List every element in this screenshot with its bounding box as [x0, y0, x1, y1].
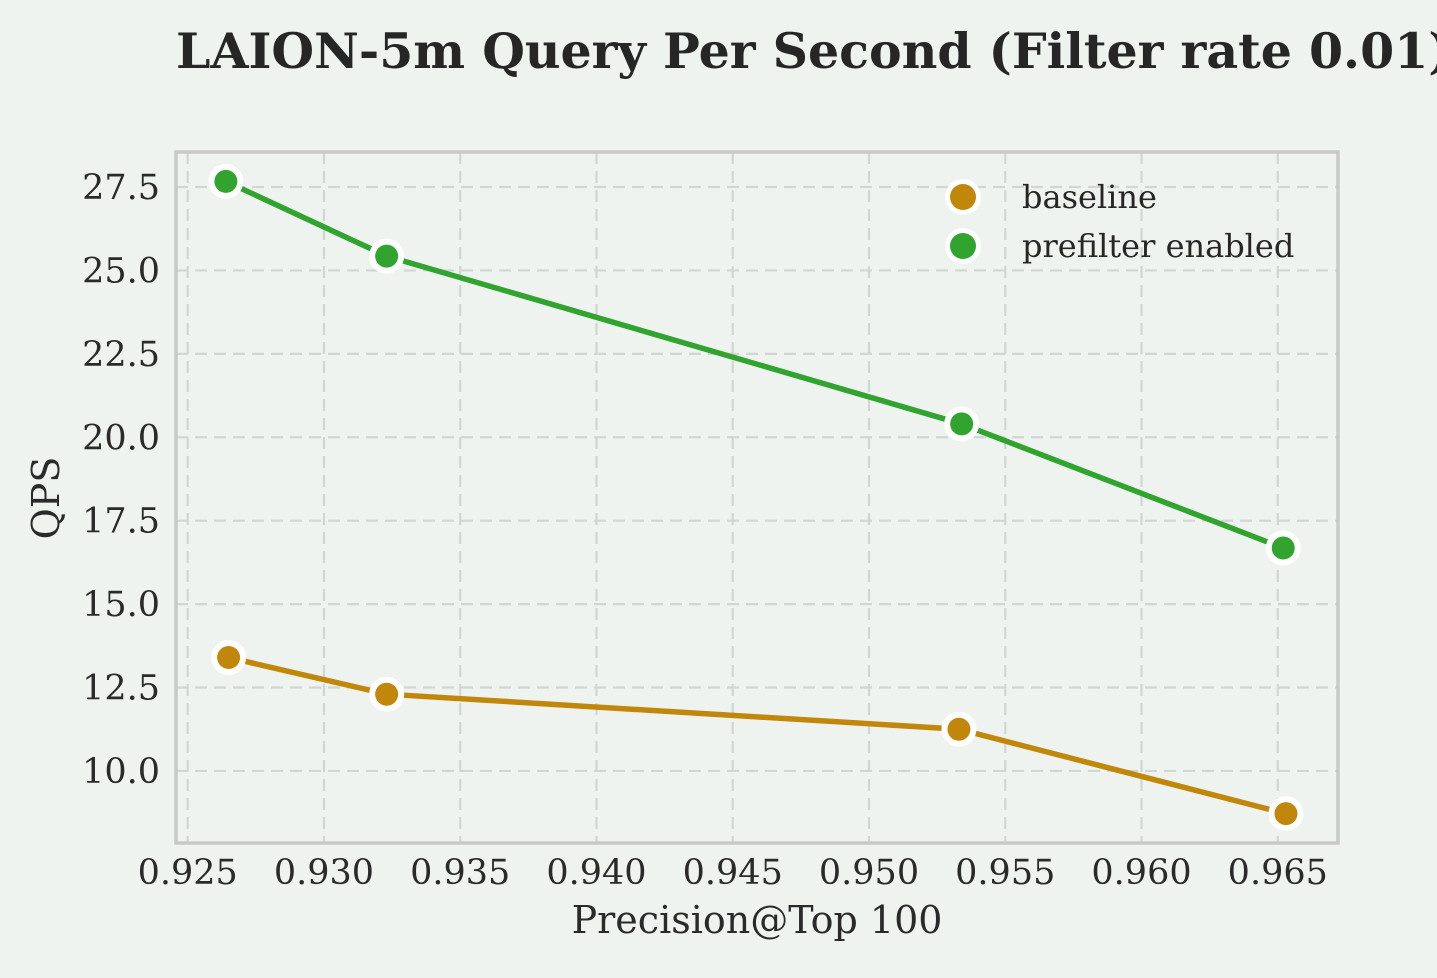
y-tick-label: 20.0 [82, 418, 160, 458]
y-tick-label: 12.5 [82, 669, 160, 709]
data-point-baseline [375, 682, 399, 706]
x-tick-label: 0.935 [410, 853, 510, 893]
legend-item-prefilter-enabled: prefilter enabled [950, 221, 1294, 270]
series-line-baseline [225, 654, 1289, 817]
y-tick-label: 22.5 [82, 335, 160, 375]
chart-title: LAION-5m Query Per Second (Filter rate 0… [176, 22, 1437, 80]
x-tick-label: 0.950 [819, 853, 919, 893]
prefilter-enabled-marker-icon [950, 232, 976, 259]
x-tick-label: 0.955 [955, 853, 1055, 893]
data-point-prefilter-enabled [214, 169, 238, 193]
data-point-prefilter-enabled [1271, 536, 1295, 560]
y-tick-label: 27.5 [82, 168, 160, 208]
legend: baseline prefilter enabled [950, 172, 1294, 270]
data-point-prefilter-enabled [950, 412, 974, 436]
baseline-marker-icon [950, 183, 976, 210]
y-tick-label: 10.0 [82, 752, 160, 792]
plot-border [174, 150, 1340, 845]
data-point-baseline [1274, 802, 1298, 826]
legend-label-prefilter-enabled: prefilter enabled [1022, 226, 1295, 265]
x-tick-label: 0.965 [1228, 853, 1328, 893]
data-point-baseline [947, 717, 971, 741]
x-axis-label: Precision@Top 100 [571, 898, 943, 942]
y-tick-label: 15.0 [82, 585, 160, 625]
x-tick-label: 0.945 [683, 853, 783, 893]
x-tick-label: 0.930 [274, 853, 374, 893]
y-tick-label: 25.0 [82, 251, 160, 291]
legend-item-baseline: baseline [950, 172, 1294, 221]
x-tick-label: 0.925 [138, 853, 238, 893]
y-tick-label: 17.5 [82, 502, 160, 542]
data-point-prefilter-enabled [375, 244, 399, 268]
data-point-baseline [217, 645, 241, 669]
legend-label-baseline: baseline [1022, 177, 1157, 216]
series-line-prefilter-enabled [223, 178, 1286, 551]
x-tick-label: 0.960 [1091, 853, 1191, 893]
x-tick-label: 0.940 [546, 853, 646, 893]
y-axis-label: QPS [24, 456, 68, 540]
